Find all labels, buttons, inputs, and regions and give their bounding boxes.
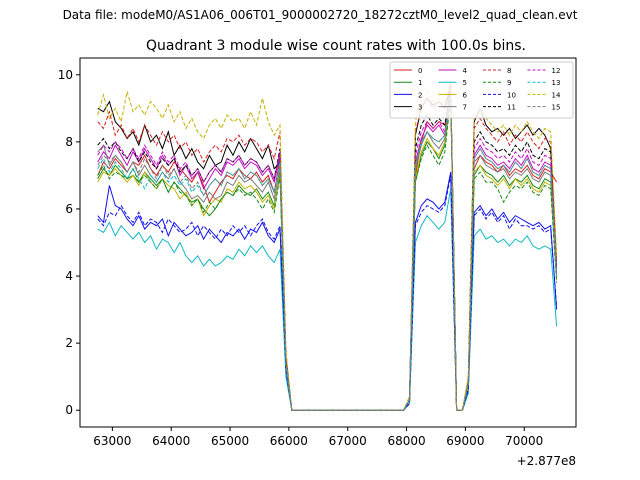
chart-title: Quadrant 3 module wise count rates with … [146,38,526,54]
data-file-label: Data file: modeM0/AS1A06_006T01_90000027… [62,8,578,22]
x-tick-label: 63000 [93,434,131,448]
series-line-3 [97,88,558,411]
legend-label: 8 [507,67,511,75]
legend-label: 9 [507,79,511,87]
y-tick-label: 4 [65,269,73,283]
series-line-10 [97,175,558,411]
x-tick-label: 66000 [270,434,308,448]
axes-frame [79,57,577,428]
x-tick-label: 67000 [329,434,367,448]
legend-label: 3 [418,104,422,112]
x-axis-offset-label: +2.877e8 [517,454,576,468]
series-line-6 [97,91,558,411]
series-line-2 [97,172,558,411]
legend-label: 12 [552,67,561,75]
legend-label: 13 [552,79,561,87]
y-tick-label: 6 [65,202,73,216]
y-tick-label: 8 [65,135,73,149]
series-lines [97,81,558,411]
series-line-7 [97,91,558,411]
x-tick-label: 64000 [152,434,190,448]
series-line-13 [97,91,558,411]
x-tick-label: 70000 [505,434,543,448]
x-axis: 63000 64000 65000 66000 67000 68000 69000 70000 [93,427,543,448]
series-line-4 [97,84,558,411]
legend-label: 5 [463,79,467,87]
y-tick-label: 2 [65,336,73,350]
legend-label: 4 [463,67,468,75]
y-tick-label: 10 [58,68,73,82]
series-line-11 [97,88,558,411]
legend-label: 11 [507,104,516,112]
series-line-9 [97,98,558,411]
legend-label: 1 [418,79,422,87]
legend-label: 0 [418,67,422,75]
legend-label: 14 [552,91,561,99]
legend-label: 7 [463,104,467,112]
legend-label: 6 [463,91,468,99]
x-tick-label: 65000 [211,434,249,448]
legend-box [389,61,574,119]
series-line-15 [97,91,558,411]
y-tick-label: 0 [65,403,73,417]
legend-label: 2 [418,91,422,99]
x-tick-label: 68000 [387,434,425,448]
x-tick-label: 69000 [446,434,484,448]
series-line-8 [97,81,558,411]
legend-label: 15 [552,104,561,112]
series-line-1 [97,94,558,411]
legend-label: 10 [507,91,516,99]
y-axis: 0 2 4 6 8 10 [58,68,80,417]
